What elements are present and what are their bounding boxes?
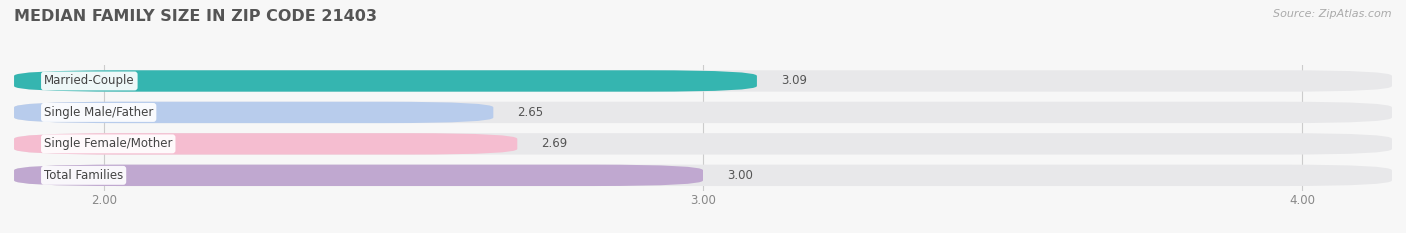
Text: 2.69: 2.69 [541, 137, 568, 150]
FancyBboxPatch shape [14, 70, 756, 92]
Text: MEDIAN FAMILY SIZE IN ZIP CODE 21403: MEDIAN FAMILY SIZE IN ZIP CODE 21403 [14, 9, 377, 24]
FancyBboxPatch shape [14, 133, 1392, 154]
FancyBboxPatch shape [14, 133, 517, 154]
FancyBboxPatch shape [14, 165, 703, 186]
FancyBboxPatch shape [14, 102, 494, 123]
Text: Single Male/Father: Single Male/Father [44, 106, 153, 119]
Text: Total Families: Total Families [44, 169, 124, 182]
FancyBboxPatch shape [14, 70, 1392, 92]
Text: 2.65: 2.65 [517, 106, 543, 119]
Text: 3.09: 3.09 [780, 75, 807, 87]
FancyBboxPatch shape [14, 165, 1392, 186]
Text: Single Female/Mother: Single Female/Mother [44, 137, 173, 150]
Text: Source: ZipAtlas.com: Source: ZipAtlas.com [1274, 9, 1392, 19]
Text: Married-Couple: Married-Couple [44, 75, 135, 87]
FancyBboxPatch shape [14, 102, 1392, 123]
Text: 3.00: 3.00 [727, 169, 752, 182]
